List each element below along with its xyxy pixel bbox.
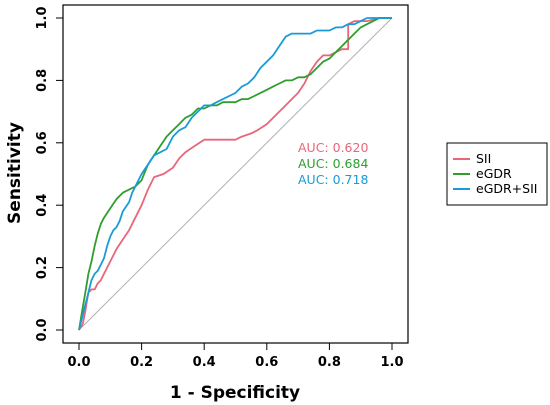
roc-line-sii [78, 17, 392, 331]
legend-label-egdr: eGDR [476, 166, 512, 181]
auc-label-egdr: AUC: 0.684 [298, 156, 368, 171]
series-layer [78, 17, 392, 331]
x-axis-label: 1 - Specificity [170, 383, 300, 403]
legend-label-sii: SII [476, 151, 491, 166]
legend: SII eGDR eGDR+SII [446, 142, 548, 206]
x-tick-label: 0.4 [193, 355, 216, 370]
legend-label-egdr-sii: eGDR+SII [476, 181, 537, 196]
x-tick-label: 0.0 [67, 355, 90, 370]
y-tick-label: 1.0 [35, 6, 50, 29]
y-tick-label: 0.4 [35, 194, 50, 217]
y-tick-label: 0.0 [35, 318, 50, 341]
y-tick-label: 0.2 [35, 256, 50, 279]
y-tick-label: 0.8 [35, 69, 50, 92]
reference-diagonal [78, 17, 393, 331]
y-axis-label: Sensitivity [5, 122, 25, 224]
roc-line-egdr [78, 17, 392, 331]
x-tick-label: 0.6 [255, 355, 278, 370]
x-tick-label: 1.0 [380, 355, 403, 370]
roc-line-egdr-sii [78, 17, 392, 331]
y-tick-label: 0.6 [35, 131, 50, 154]
plot-frame [62, 4, 409, 344]
x-tick-label: 0.8 [318, 355, 341, 370]
auc-label-sii: AUC: 0.620 [298, 140, 368, 155]
reference-layer [78, 17, 393, 331]
x-tick-label: 0.2 [130, 355, 153, 370]
auc-label-egdr-sii: AUC: 0.718 [298, 172, 368, 187]
axis-layer: 0.0 0.2 0.4 0.6 0.8 1.0 0.0 0.2 0.4 0.6 0.8 1.0 [35, 6, 404, 370]
